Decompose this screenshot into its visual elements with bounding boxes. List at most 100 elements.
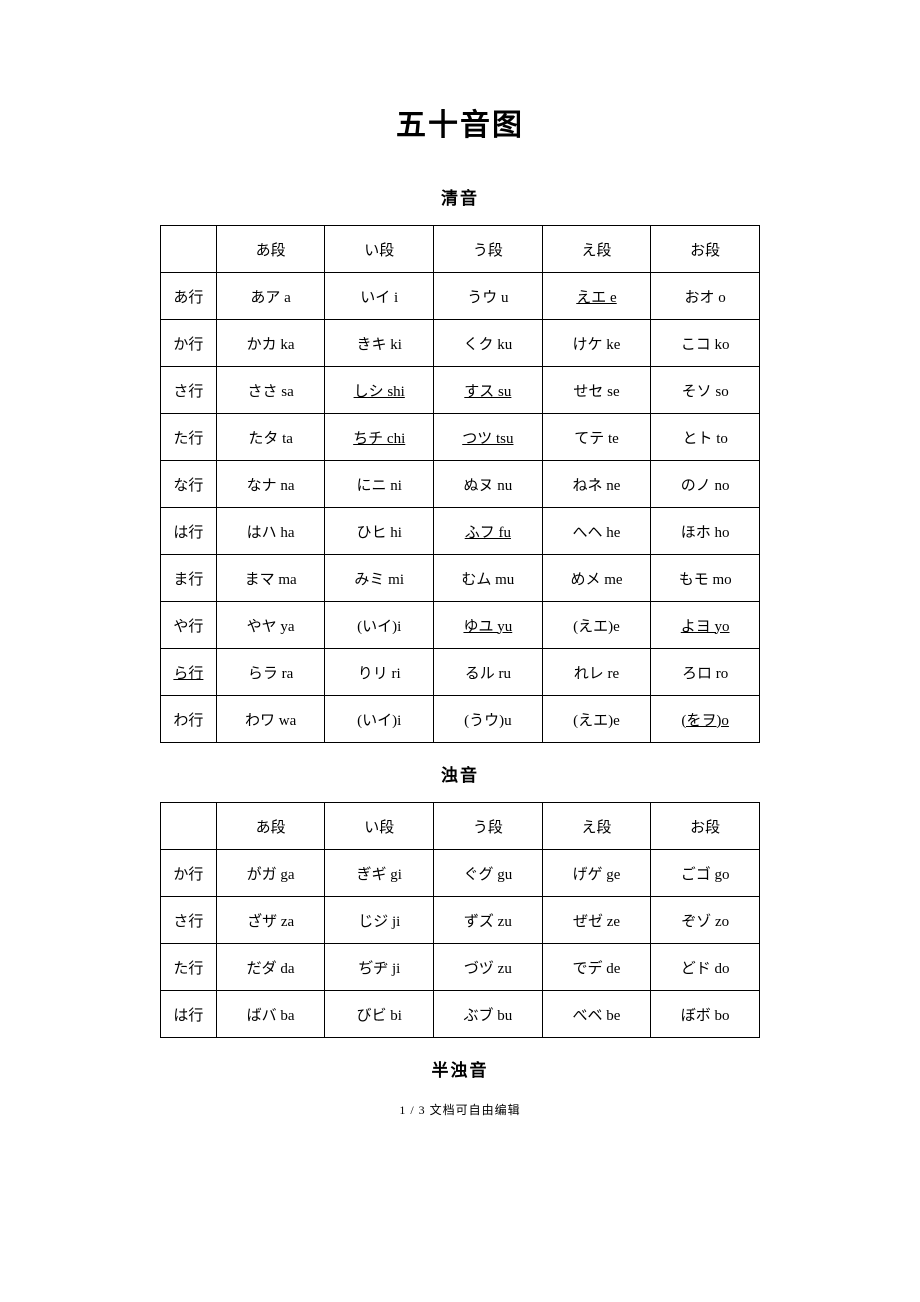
dakuon-table: あ段い段う段え段お段か行がガ gaぎギ giぐグ guげゲ geごゴ goさ行ざ… xyxy=(160,802,760,1038)
table-row: さ行ざザ zaじジ jiずズ zuぜゼ zeぞゾ zo xyxy=(161,897,760,944)
kana-cell: ずズ zu xyxy=(434,897,543,944)
kana-cell: づヅ zu xyxy=(434,944,543,991)
row-label: か行 xyxy=(161,850,217,897)
kana-cell: こコ ko xyxy=(651,320,760,367)
kana-cell: どド do xyxy=(651,944,760,991)
kana-cell: うウ u xyxy=(434,273,543,320)
kana-cell: ねネ ne xyxy=(542,461,651,508)
kana-cell: ばバ ba xyxy=(216,991,325,1038)
table-row: や行やヤ ya(いイ)iゆユ yu(えエ)eよヨ yo xyxy=(161,602,760,649)
kana-cell: のノ no xyxy=(651,461,760,508)
table-row: は行ばバ baびビ biぶブ buべベ beぼボ bo xyxy=(161,991,760,1038)
row-label: わ行 xyxy=(161,696,217,743)
kana-cell: しシ shi xyxy=(325,367,434,414)
kana-cell: はハ ha xyxy=(216,508,325,555)
column-header: い段 xyxy=(325,226,434,273)
row-label: や行 xyxy=(161,602,217,649)
column-header: う段 xyxy=(434,226,543,273)
row-label: か行 xyxy=(161,320,217,367)
kana-cell: ざザ za xyxy=(216,897,325,944)
kana-cell: (うウ)u xyxy=(434,696,543,743)
row-label: あ行 xyxy=(161,273,217,320)
kana-cell: わワ wa xyxy=(216,696,325,743)
row-label: は行 xyxy=(161,991,217,1038)
kana-cell: そソ so xyxy=(651,367,760,414)
kana-cell: みミ mi xyxy=(325,555,434,602)
kana-cell: ぐグ gu xyxy=(434,850,543,897)
kana-cell: ぎギ gi xyxy=(325,850,434,897)
table-row: た行たタ taちチ chiつツ tsuてテ teとト to xyxy=(161,414,760,461)
kana-cell: つツ tsu xyxy=(434,414,543,461)
kana-cell: えエ e xyxy=(542,273,651,320)
kana-cell: (いイ)i xyxy=(325,602,434,649)
table-row: ま行まマ maみミ miむム muめメ meもモ mo xyxy=(161,555,760,602)
kana-cell: いイ i xyxy=(325,273,434,320)
kana-cell: げゲ ge xyxy=(542,850,651,897)
kana-cell: にニ ni xyxy=(325,461,434,508)
table-corner-cell xyxy=(161,803,217,850)
kana-cell: がガ ga xyxy=(216,850,325,897)
table-corner-cell xyxy=(161,226,217,273)
kana-cell: ふフ fu xyxy=(434,508,543,555)
kana-cell: じジ ji xyxy=(325,897,434,944)
row-label: ま行 xyxy=(161,555,217,602)
kana-cell: ろロ ro xyxy=(651,649,760,696)
kana-cell: けケ ke xyxy=(542,320,651,367)
kana-cell: (えエ)e xyxy=(542,696,651,743)
table-row: あ行あア aいイ iうウ uえエ eおオ o xyxy=(161,273,760,320)
kana-cell: てテ te xyxy=(542,414,651,461)
kana-cell: (をヲ)o xyxy=(651,696,760,743)
page-title: 五十音图 xyxy=(160,100,760,144)
table-row: な行なナ naにニ niぬヌ nuねネ neのノ no xyxy=(161,461,760,508)
row-label: さ行 xyxy=(161,367,217,414)
kana-cell: べベ be xyxy=(542,991,651,1038)
column-header: え段 xyxy=(542,803,651,850)
page-footer: 1 / 3 文档可自由编辑 xyxy=(160,1101,760,1118)
kana-cell: (いイ)i xyxy=(325,696,434,743)
column-header: お段 xyxy=(651,226,760,273)
kana-cell: でデ de xyxy=(542,944,651,991)
row-label: は行 xyxy=(161,508,217,555)
kana-cell: よヨ yo xyxy=(651,602,760,649)
kana-cell: なナ na xyxy=(216,461,325,508)
table-row: わ行わワ wa(いイ)i(うウ)u(えエ)e(をヲ)o xyxy=(161,696,760,743)
row-label: さ行 xyxy=(161,897,217,944)
kana-cell: ごゴ go xyxy=(651,850,760,897)
table-row: ら行らラ raりリ riるル ruれレ reろロ ro xyxy=(161,649,760,696)
kana-cell: きキ ki xyxy=(325,320,434,367)
seion-table: あ段い段う段え段お段あ行あア aいイ iうウ uえエ eおオ oか行かカ kaき… xyxy=(160,225,760,743)
kana-cell: りリ ri xyxy=(325,649,434,696)
kana-cell: ぬヌ nu xyxy=(434,461,543,508)
kana-cell: おオ o xyxy=(651,273,760,320)
kana-cell: とト to xyxy=(651,414,760,461)
kana-cell: ぢヂ ji xyxy=(325,944,434,991)
row-label: た行 xyxy=(161,944,217,991)
kana-cell: せセ se xyxy=(542,367,651,414)
kana-cell: めメ me xyxy=(542,555,651,602)
kana-cell: ひヒ hi xyxy=(325,508,434,555)
kana-cell: あア a xyxy=(216,273,325,320)
kana-cell: くク ku xyxy=(434,320,543,367)
kana-cell: ぜゼ ze xyxy=(542,897,651,944)
section-title-handakuon: 半浊音 xyxy=(160,1056,760,1081)
section-title-seion: 清音 xyxy=(160,184,760,209)
kana-cell: ちチ chi xyxy=(325,414,434,461)
kana-cell: むム mu xyxy=(434,555,543,602)
kana-cell: もモ mo xyxy=(651,555,760,602)
column-header: お段 xyxy=(651,803,760,850)
column-header: あ段 xyxy=(216,803,325,850)
kana-cell: びビ bi xyxy=(325,991,434,1038)
kana-cell: るル ru xyxy=(434,649,543,696)
kana-cell: ぼボ bo xyxy=(651,991,760,1038)
row-label: な行 xyxy=(161,461,217,508)
kana-cell: やヤ ya xyxy=(216,602,325,649)
table-row: は行はハ haひヒ hiふフ fuへヘ heほホ ho xyxy=(161,508,760,555)
column-header: あ段 xyxy=(216,226,325,273)
kana-cell: すス su xyxy=(434,367,543,414)
kana-cell: へヘ he xyxy=(542,508,651,555)
kana-cell: だダ da xyxy=(216,944,325,991)
column-header: え段 xyxy=(542,226,651,273)
section-title-dakuon: 浊音 xyxy=(160,761,760,786)
kana-cell: たタ ta xyxy=(216,414,325,461)
table-row: さ行ささ saしシ shiすス suせセ seそソ so xyxy=(161,367,760,414)
